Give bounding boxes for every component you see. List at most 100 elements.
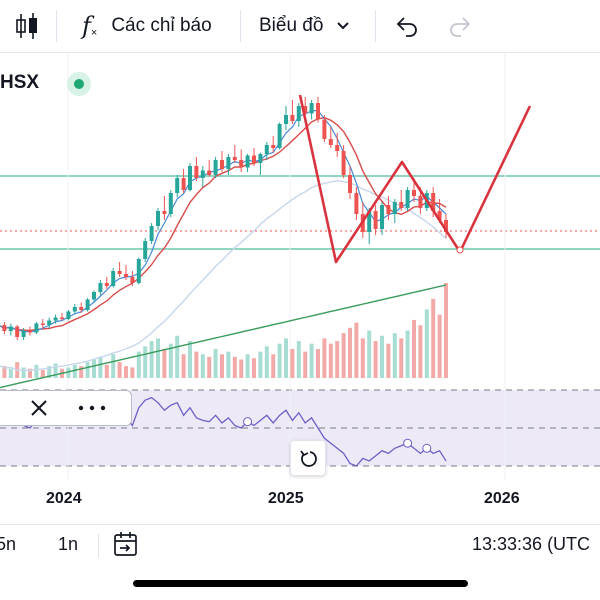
candle-body — [98, 283, 103, 292]
candle — [60, 313, 64, 321]
candle-body — [309, 103, 314, 114]
candle-body — [156, 211, 160, 226]
candle-body — [162, 211, 167, 214]
candle-body — [117, 271, 122, 274]
candle — [373, 205, 378, 235]
range-5n-button[interactable]: 5n — [0, 534, 17, 554]
volume-bar — [28, 368, 32, 378]
chevron-down-icon — [337, 22, 350, 30]
volume-bar — [79, 366, 84, 378]
market-open-indicator — [67, 72, 91, 96]
x-tick-label: 2024 — [46, 490, 82, 507]
candle-body — [399, 202, 404, 208]
projection-pattern[interactable] — [298, 94, 532, 264]
volume-bar — [72, 364, 77, 378]
candle — [72, 304, 77, 315]
candle-body — [130, 277, 135, 283]
candle — [28, 326, 32, 336]
candle-body — [328, 139, 333, 145]
candle-body — [303, 106, 308, 114]
undo-button[interactable] — [395, 0, 419, 52]
volume-bar — [316, 348, 320, 378]
candle-body — [8, 326, 13, 331]
volume-bar — [175, 335, 180, 378]
candle — [168, 190, 173, 217]
candle — [40, 319, 45, 328]
candle — [66, 310, 71, 321]
candle-body — [2, 325, 7, 331]
volume-bar — [392, 333, 397, 378]
candle-body — [60, 317, 64, 319]
candle-body — [188, 166, 192, 190]
indicators-label: Các chỉ báo — [111, 15, 212, 36]
candle — [264, 142, 269, 160]
candle-body — [66, 311, 71, 319]
ma-very-long-line — [0, 284, 447, 389]
volume-bar — [444, 283, 448, 378]
redo-button[interactable] — [448, 0, 472, 52]
candle-body — [104, 283, 109, 286]
reset-chart-button[interactable] — [290, 440, 326, 476]
candle — [181, 169, 186, 193]
rsi-marker — [403, 438, 413, 448]
volume-bar — [136, 351, 141, 378]
candle — [380, 202, 384, 235]
candle — [130, 271, 135, 286]
candle — [258, 152, 263, 175]
candle-body — [284, 115, 288, 124]
volume-bar — [21, 367, 26, 378]
toolbar-divider — [240, 10, 241, 42]
home-indicator — [133, 580, 468, 587]
candle-body — [245, 155, 250, 168]
candle — [290, 100, 295, 124]
candle — [309, 100, 314, 120]
candle — [354, 187, 359, 220]
candle — [104, 277, 109, 289]
volume-bar — [271, 354, 276, 378]
more-icon[interactable] — [77, 403, 107, 413]
indicators-button[interactable]: f × Các chỉ báo — [82, 0, 212, 52]
candle — [405, 187, 410, 211]
volume-bar — [264, 346, 269, 378]
candle — [143, 238, 148, 262]
volume-bar — [220, 354, 224, 378]
volume-bar — [213, 348, 218, 378]
redo-icon — [450, 17, 471, 37]
chart-style-button[interactable] — [14, 0, 40, 52]
candle-body — [85, 299, 90, 310]
volume-bar — [124, 366, 128, 378]
volume-bar — [405, 330, 410, 378]
candle-body — [21, 331, 26, 337]
volume-bar — [309, 343, 314, 378]
candle — [226, 154, 231, 175]
ma-long-line — [0, 180, 447, 372]
volume-bar — [284, 338, 288, 378]
range-1n-button[interactable]: 1n — [58, 534, 79, 554]
candle-body — [34, 323, 39, 333]
volume-bar — [360, 338, 365, 378]
volume-bar — [117, 362, 122, 378]
close-icon[interactable] — [29, 398, 49, 418]
candle — [117, 262, 122, 277]
volume-bar — [130, 367, 135, 378]
candle-body — [28, 331, 32, 333]
candle — [111, 268, 116, 288]
volume-bar — [66, 367, 71, 378]
volume-bar — [239, 359, 244, 378]
candle-body — [418, 196, 423, 208]
candle — [47, 317, 52, 328]
volume-bar — [226, 351, 231, 378]
candle-body — [124, 274, 128, 277]
clock-time: 13:33:36 (UTC — [472, 534, 591, 554]
chart-type-dropdown[interactable]: Biểu đồ — [259, 0, 351, 52]
candle — [2, 322, 7, 334]
volume-bar — [290, 348, 295, 378]
candle-body — [200, 170, 205, 178]
volume-bar — [8, 368, 13, 378]
candle-body — [252, 155, 256, 163]
volume-bar — [277, 343, 282, 378]
date-range-icon[interactable] — [112, 530, 140, 558]
candle-body — [149, 226, 154, 241]
candle — [8, 323, 13, 336]
candle-body — [431, 193, 436, 211]
